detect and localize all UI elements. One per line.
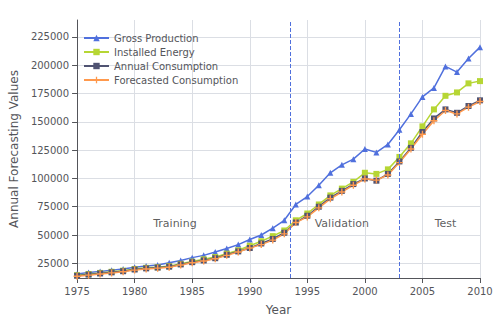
svg-text:2005: 2005 <box>410 286 435 297</box>
svg-text:150000: 150000 <box>31 116 69 127</box>
svg-text:Test: Test <box>434 217 457 230</box>
svg-text:175000: 175000 <box>31 88 69 99</box>
svg-text:1990: 1990 <box>237 286 262 297</box>
svg-text:225000: 225000 <box>31 31 69 42</box>
svg-text:Annual Consumption: Annual Consumption <box>114 61 218 72</box>
svg-text:75000: 75000 <box>37 201 69 212</box>
svg-text:125000: 125000 <box>31 145 69 156</box>
svg-text:100000: 100000 <box>31 173 69 184</box>
svg-text:25000: 25000 <box>37 258 69 269</box>
svg-text:Validation: Validation <box>315 217 369 230</box>
svg-text:Installed Energy: Installed Energy <box>114 47 195 58</box>
svg-text:1980: 1980 <box>122 286 147 297</box>
svg-text:2000: 2000 <box>352 286 377 297</box>
svg-text:50000: 50000 <box>37 230 69 241</box>
svg-text:Gross Production: Gross Production <box>114 33 199 44</box>
svg-text:1975: 1975 <box>64 286 89 297</box>
svg-text:Forecasted Consumption: Forecasted Consumption <box>114 75 238 86</box>
svg-text:Year: Year <box>265 303 291 317</box>
svg-text:200000: 200000 <box>31 60 69 71</box>
svg-text:2010: 2010 <box>467 286 492 297</box>
svg-text:Annual Forecasting Values: Annual Forecasting Values <box>7 70 21 228</box>
svg-text:1985: 1985 <box>179 286 204 297</box>
svg-text:Training: Training <box>152 217 196 230</box>
svg-text:1995: 1995 <box>295 286 320 297</box>
